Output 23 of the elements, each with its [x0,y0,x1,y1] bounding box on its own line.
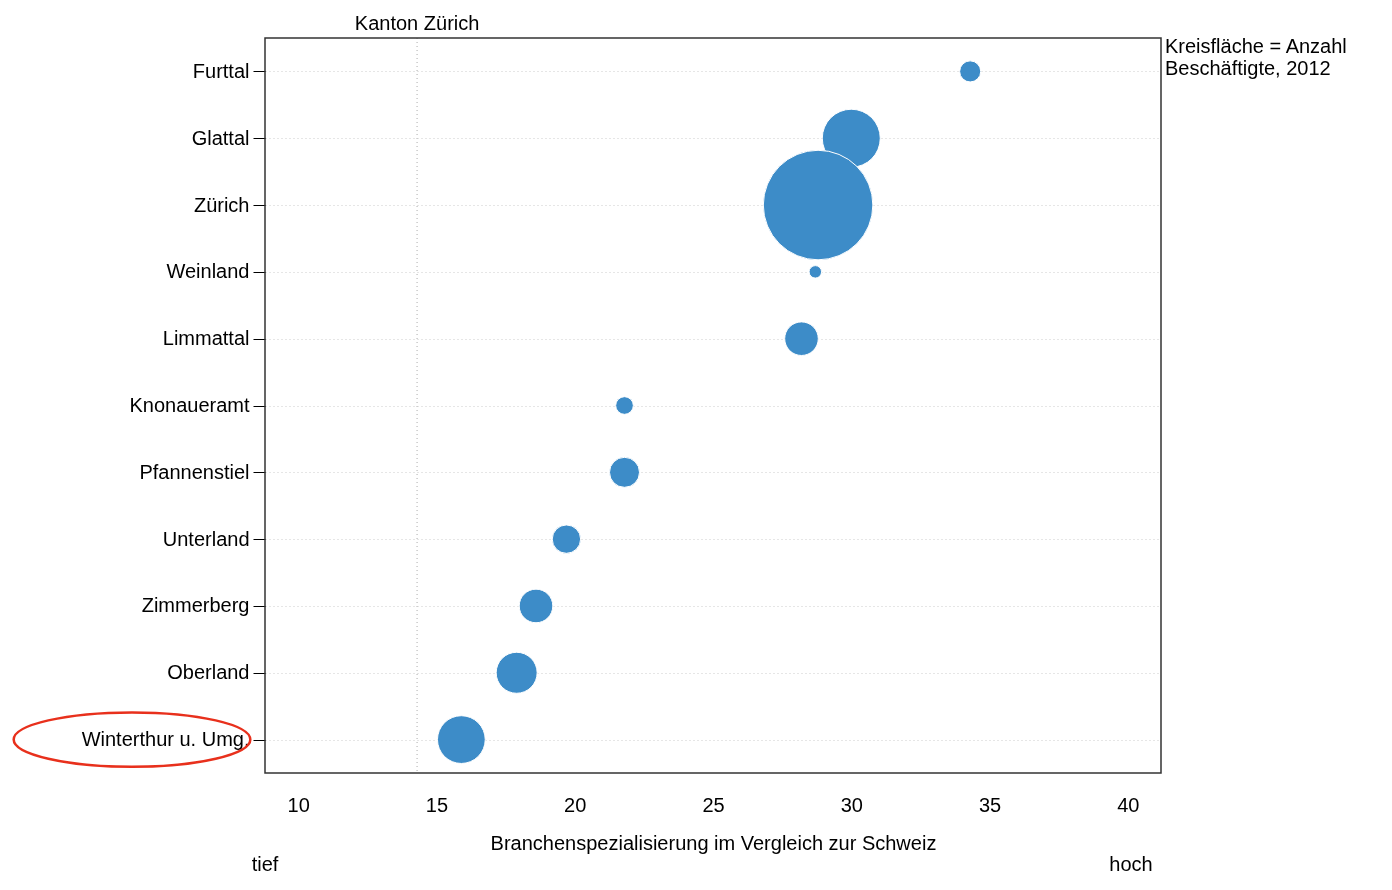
x-tick-label: 10 [287,793,310,816]
y-tick-label: Weinland [166,260,250,283]
x-tick-label: 20 [564,793,587,816]
ref-line-label: Kanton Zürich [354,12,480,34]
y-tick-label: Limmattal [162,327,250,350]
y-tick-label: Glattal [191,126,250,149]
y-tick-label: Knonaueramt [129,394,250,416]
text: tief [251,853,279,875]
y-tick-label: Winterthur u. Umg. [81,728,250,751]
text: hoch [1109,853,1153,875]
x-tick-label: 30 [840,793,863,816]
y-tick-label: Furttal [192,59,250,82]
x-tick-label: 25 [702,793,725,816]
y-tick-label: Zürich [193,193,250,216]
y-tick-label: Oberland [167,661,250,684]
x-tick-label: 40 [1117,793,1140,816]
y-tick-label: Zimmerberg [141,594,250,617]
text: Kreisfläche = Anzahl Beschäftigte, 2012 [1165,35,1347,79]
y-tick-label: Pfannenstiel [139,460,250,483]
y-tick-label: Unterland [162,527,250,550]
x-tick-label: 15 [425,793,449,816]
x-tick-label: 35 [978,793,1002,816]
x-axis-title: Branchenspezialisierung im Vergleich zur Schweiz [490,831,937,854]
